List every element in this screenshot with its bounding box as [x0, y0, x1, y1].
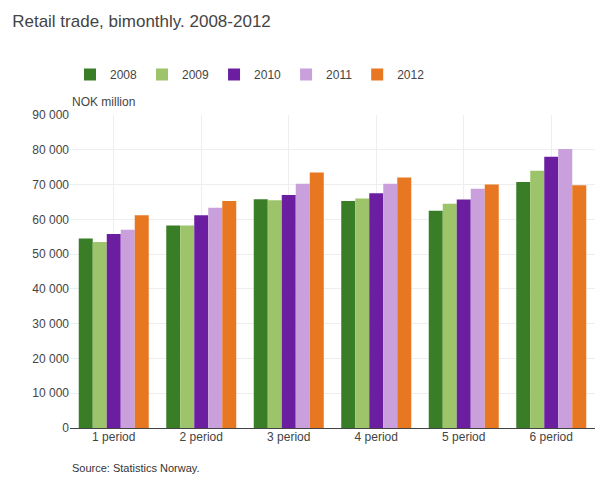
svg-text:10 000: 10 000 — [32, 386, 69, 400]
svg-text:Retail trade, bimonthly. 2008-: Retail trade, bimonthly. 2008-2012 — [12, 12, 271, 31]
svg-text:NOK million: NOK million — [72, 95, 135, 109]
svg-text:20 000: 20 000 — [32, 352, 69, 366]
svg-text:30 000: 30 000 — [32, 317, 69, 331]
svg-text:80 000: 80 000 — [32, 143, 69, 157]
svg-text:2008: 2008 — [110, 68, 137, 82]
svg-text:5 period: 5 period — [442, 430, 485, 444]
svg-text:2011: 2011 — [326, 68, 352, 82]
svg-text:4 period: 4 period — [355, 430, 398, 444]
svg-text:90 000: 90 000 — [32, 108, 69, 122]
svg-text:2012: 2012 — [397, 68, 424, 82]
svg-text:50 000: 50 000 — [32, 247, 69, 261]
svg-text:3 period: 3 period — [267, 430, 310, 444]
svg-text:60 000: 60 000 — [32, 213, 69, 227]
svg-text:2010: 2010 — [254, 68, 281, 82]
svg-text:40 000: 40 000 — [32, 282, 69, 296]
svg-text:2009: 2009 — [182, 68, 209, 82]
svg-text:1 period: 1 period — [92, 430, 135, 444]
svg-text:0: 0 — [62, 421, 69, 435]
svg-text:2 period: 2 period — [180, 430, 223, 444]
svg-text:Source: Statistics Norway.: Source: Statistics Norway. — [72, 462, 200, 474]
svg-text:70 000: 70 000 — [32, 178, 69, 192]
svg-text:6 period: 6 period — [530, 430, 573, 444]
